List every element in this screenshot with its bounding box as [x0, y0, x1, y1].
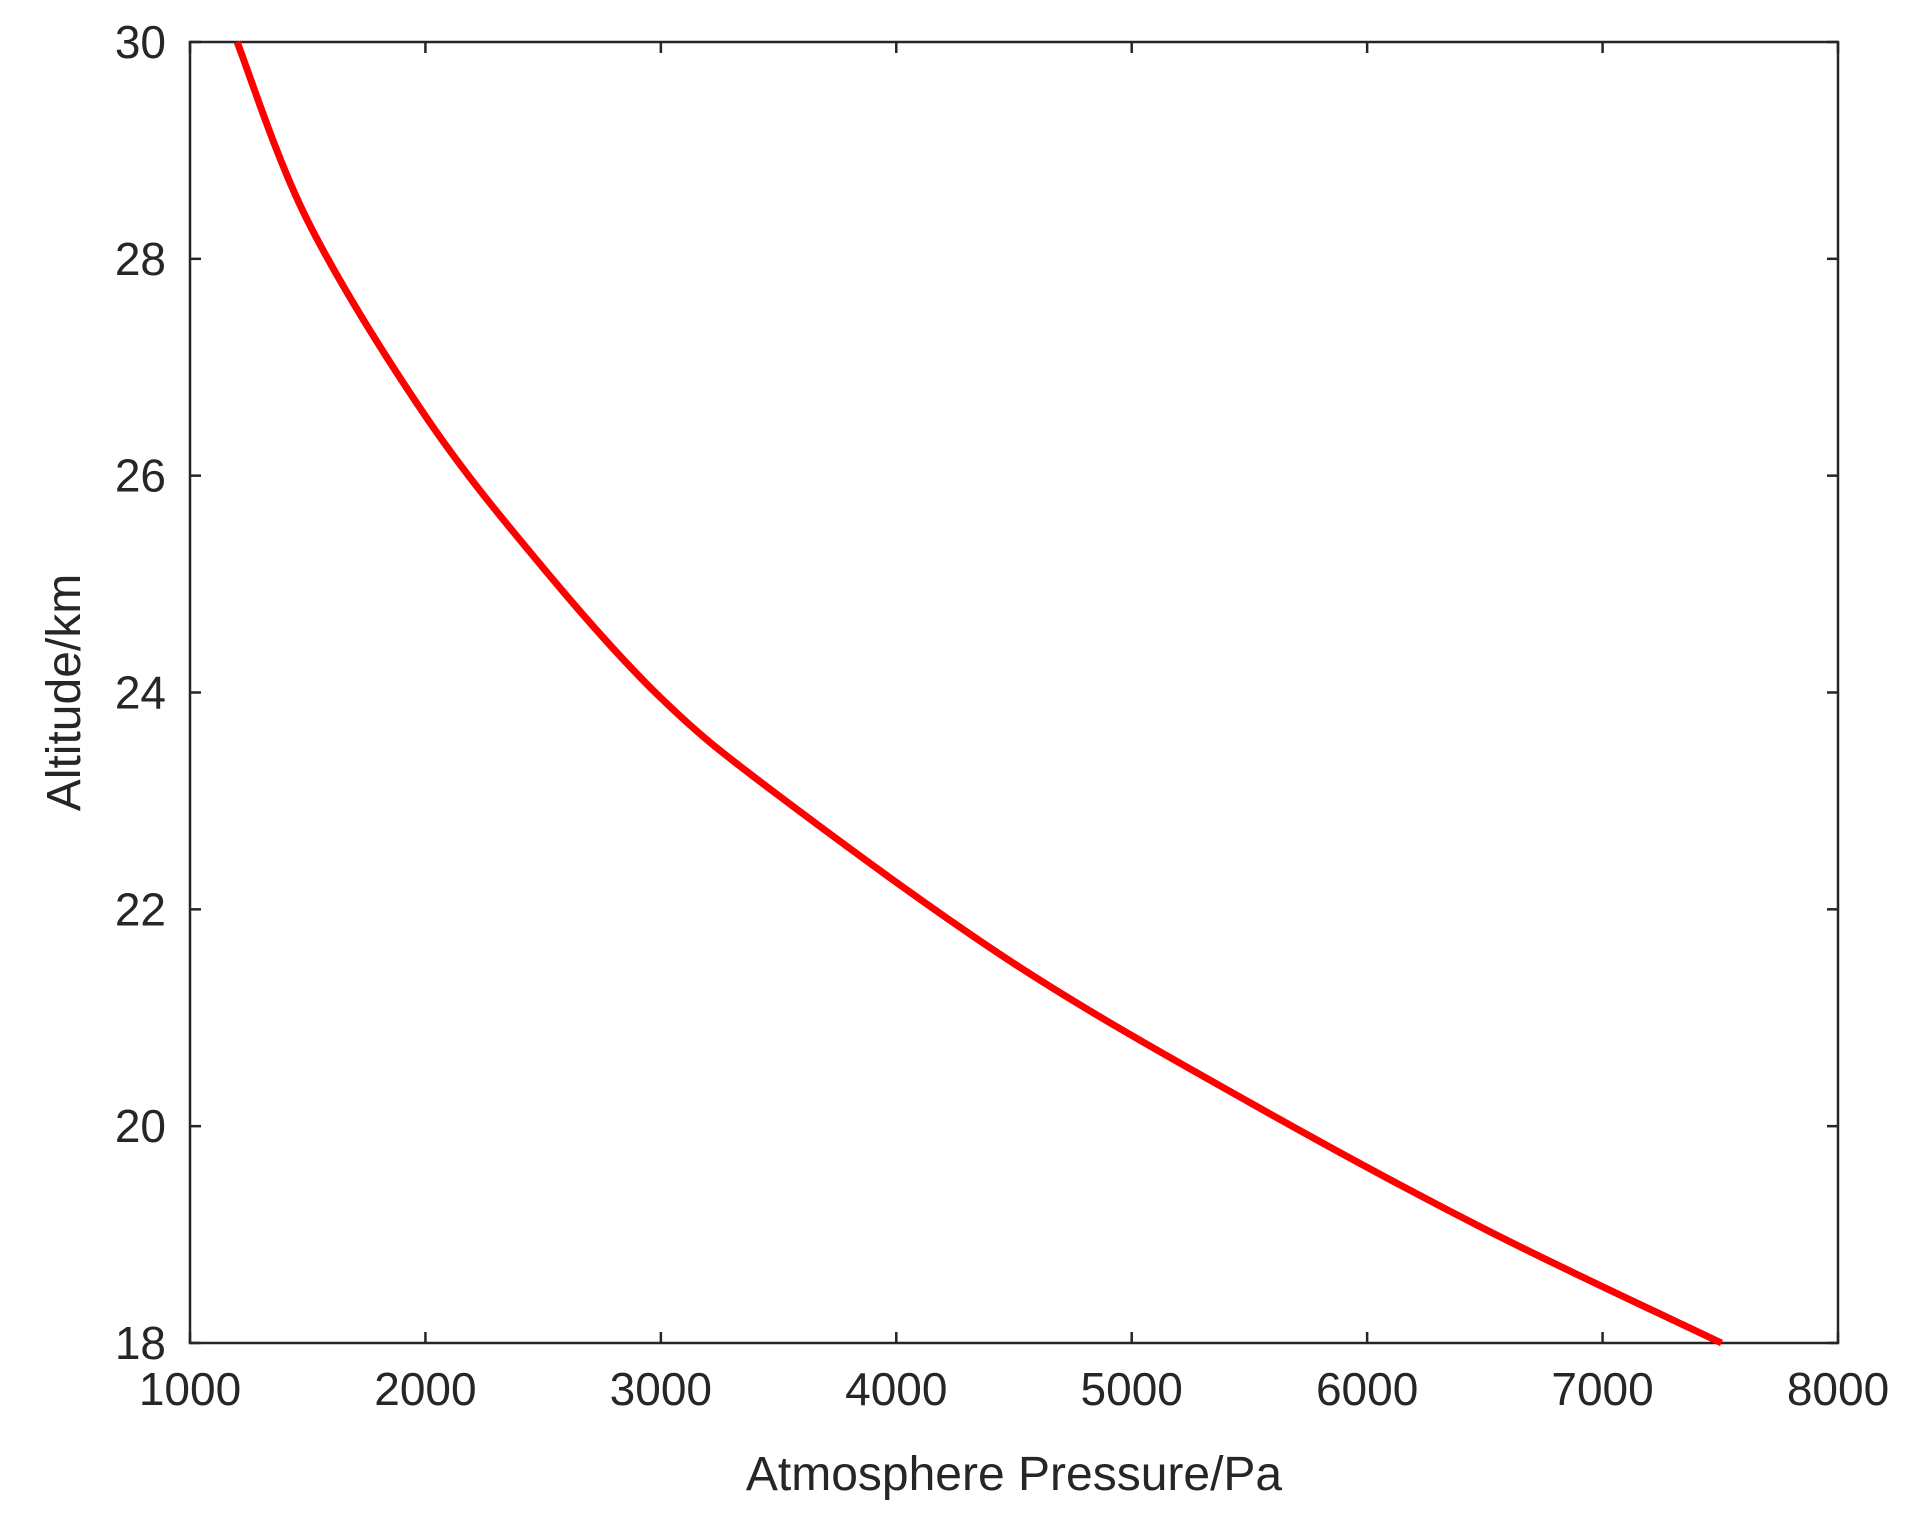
plot-area	[188, 40, 1840, 1345]
axis-ticks	[188, 40, 1840, 1345]
x-tick-label: 7000	[1551, 1363, 1653, 1415]
x-tick-label: 3000	[610, 1363, 712, 1415]
y-tick-label: 18	[115, 1317, 166, 1369]
y-tick-label: 26	[115, 450, 166, 502]
y-tick-label: 24	[115, 667, 166, 719]
tick-labels: 1000 2000 3000 4000 5000 6000 7000 8000 18 20 22 24…	[115, 16, 1889, 1415]
y-tick-label: 30	[115, 16, 166, 68]
x-tick-label: 1000	[139, 1363, 241, 1415]
y-tick-label: 22	[115, 883, 166, 935]
x-tick-label: 6000	[1316, 1363, 1418, 1415]
x-tick-label: 2000	[374, 1363, 476, 1415]
y-tick-label: 20	[115, 1100, 166, 1152]
x-tick-label: 5000	[1081, 1363, 1183, 1415]
x-axis-title: Atmosphere Pressure/Pa	[746, 1448, 1283, 1501]
x-tick-label: 8000	[1787, 1363, 1889, 1415]
series-line-0	[233, 40, 1723, 1347]
y-tick-label: 28	[115, 233, 166, 285]
y-axis-title: Altitude/km	[38, 574, 91, 811]
plot-frame	[188, 40, 1840, 1345]
x-tick-label: 4000	[845, 1363, 947, 1415]
series-layer	[233, 40, 1723, 1347]
